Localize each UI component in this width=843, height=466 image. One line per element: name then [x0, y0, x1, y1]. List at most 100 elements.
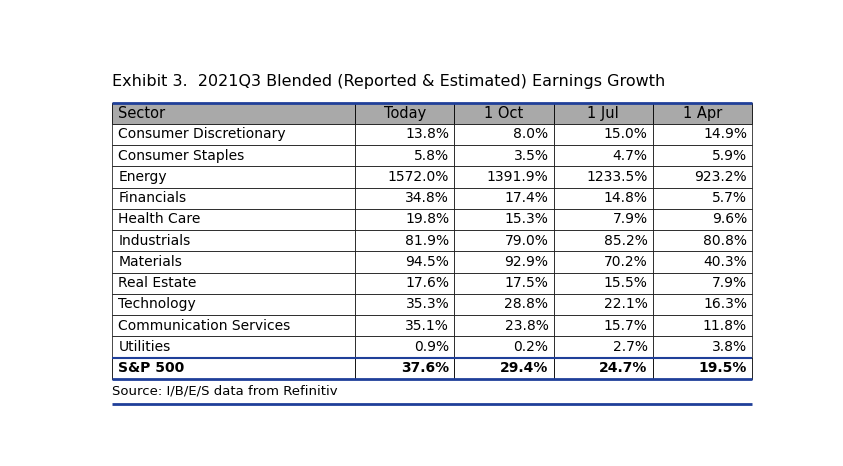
- Text: 15.7%: 15.7%: [604, 319, 647, 333]
- Text: 7.9%: 7.9%: [711, 276, 747, 290]
- Bar: [554, 124, 653, 145]
- Bar: [112, 294, 355, 315]
- Bar: [355, 145, 454, 166]
- Bar: [554, 336, 653, 357]
- Text: 9.6%: 9.6%: [711, 212, 747, 226]
- Bar: [653, 103, 752, 124]
- Text: 94.5%: 94.5%: [405, 255, 449, 269]
- Bar: [112, 124, 355, 145]
- Text: 1 Jul: 1 Jul: [588, 106, 619, 121]
- Text: 35.1%: 35.1%: [405, 319, 449, 333]
- Text: 80.8%: 80.8%: [703, 234, 747, 248]
- Bar: [355, 209, 454, 230]
- Bar: [554, 315, 653, 336]
- Bar: [653, 336, 752, 357]
- Bar: [554, 145, 653, 166]
- Text: 37.6%: 37.6%: [401, 361, 449, 375]
- Bar: [112, 315, 355, 336]
- Text: 14.9%: 14.9%: [703, 127, 747, 142]
- Text: Technology: Technology: [118, 297, 196, 311]
- Text: 0.9%: 0.9%: [414, 340, 449, 354]
- Bar: [653, 230, 752, 251]
- Bar: [554, 209, 653, 230]
- Text: 28.8%: 28.8%: [504, 297, 549, 311]
- Bar: [454, 294, 554, 315]
- Text: 5.7%: 5.7%: [712, 191, 747, 205]
- Bar: [554, 230, 653, 251]
- Text: 15.3%: 15.3%: [505, 212, 549, 226]
- Text: 29.4%: 29.4%: [500, 361, 549, 375]
- Text: 16.3%: 16.3%: [703, 297, 747, 311]
- Text: Financials: Financials: [118, 191, 186, 205]
- Bar: [355, 273, 454, 294]
- Bar: [355, 315, 454, 336]
- Text: 24.7%: 24.7%: [599, 361, 647, 375]
- Bar: [112, 273, 355, 294]
- Text: 17.4%: 17.4%: [505, 191, 549, 205]
- Text: 13.8%: 13.8%: [405, 127, 449, 142]
- Text: 1391.9%: 1391.9%: [486, 170, 549, 184]
- Text: Source: I/B/E/S data from Refinitiv: Source: I/B/E/S data from Refinitiv: [112, 385, 337, 398]
- Text: 11.8%: 11.8%: [703, 319, 747, 333]
- Text: 4.7%: 4.7%: [613, 149, 647, 163]
- Text: 34.8%: 34.8%: [405, 191, 449, 205]
- Bar: [454, 188, 554, 209]
- Text: Sector: Sector: [118, 106, 165, 121]
- Bar: [653, 145, 752, 166]
- Text: 1 Oct: 1 Oct: [485, 106, 524, 121]
- Bar: [653, 166, 752, 188]
- Text: 15.0%: 15.0%: [604, 127, 647, 142]
- Bar: [454, 145, 554, 166]
- Bar: [554, 357, 653, 379]
- Text: 1 Apr: 1 Apr: [683, 106, 722, 121]
- Bar: [355, 124, 454, 145]
- Bar: [454, 124, 554, 145]
- Bar: [112, 357, 355, 379]
- Bar: [454, 251, 554, 273]
- Text: 5.8%: 5.8%: [414, 149, 449, 163]
- Text: Exhibit 3.  2021Q3 Blended (Reported & Estimated) Earnings Growth: Exhibit 3. 2021Q3 Blended (Reported & Es…: [112, 74, 665, 89]
- Text: 79.0%: 79.0%: [505, 234, 549, 248]
- Text: 14.8%: 14.8%: [604, 191, 647, 205]
- Text: 5.9%: 5.9%: [711, 149, 747, 163]
- Text: 19.8%: 19.8%: [405, 212, 449, 226]
- Text: Today: Today: [384, 106, 426, 121]
- Bar: [454, 315, 554, 336]
- Bar: [653, 209, 752, 230]
- Text: 19.5%: 19.5%: [699, 361, 747, 375]
- Bar: [653, 251, 752, 273]
- Bar: [653, 294, 752, 315]
- Text: 923.2%: 923.2%: [695, 170, 747, 184]
- Text: 2.7%: 2.7%: [613, 340, 647, 354]
- Bar: [355, 230, 454, 251]
- Text: Health Care: Health Care: [118, 212, 201, 226]
- Text: 81.9%: 81.9%: [405, 234, 449, 248]
- Bar: [355, 188, 454, 209]
- Text: Consumer Staples: Consumer Staples: [118, 149, 244, 163]
- Bar: [112, 103, 355, 124]
- Bar: [454, 230, 554, 251]
- Text: 40.3%: 40.3%: [703, 255, 747, 269]
- Text: 17.5%: 17.5%: [505, 276, 549, 290]
- Text: 15.5%: 15.5%: [604, 276, 647, 290]
- Bar: [355, 251, 454, 273]
- Bar: [554, 251, 653, 273]
- Text: Industrials: Industrials: [118, 234, 191, 248]
- Bar: [653, 357, 752, 379]
- Bar: [454, 336, 554, 357]
- Bar: [454, 103, 554, 124]
- Text: 8.0%: 8.0%: [513, 127, 549, 142]
- Text: 7.9%: 7.9%: [613, 212, 647, 226]
- Text: Materials: Materials: [118, 255, 182, 269]
- Bar: [112, 188, 355, 209]
- Text: Real Estate: Real Estate: [118, 276, 196, 290]
- Text: 3.5%: 3.5%: [513, 149, 549, 163]
- Bar: [554, 188, 653, 209]
- Bar: [355, 166, 454, 188]
- Bar: [112, 209, 355, 230]
- Text: 22.1%: 22.1%: [604, 297, 647, 311]
- Bar: [355, 357, 454, 379]
- Bar: [112, 251, 355, 273]
- Text: 17.6%: 17.6%: [405, 276, 449, 290]
- Text: 70.2%: 70.2%: [604, 255, 647, 269]
